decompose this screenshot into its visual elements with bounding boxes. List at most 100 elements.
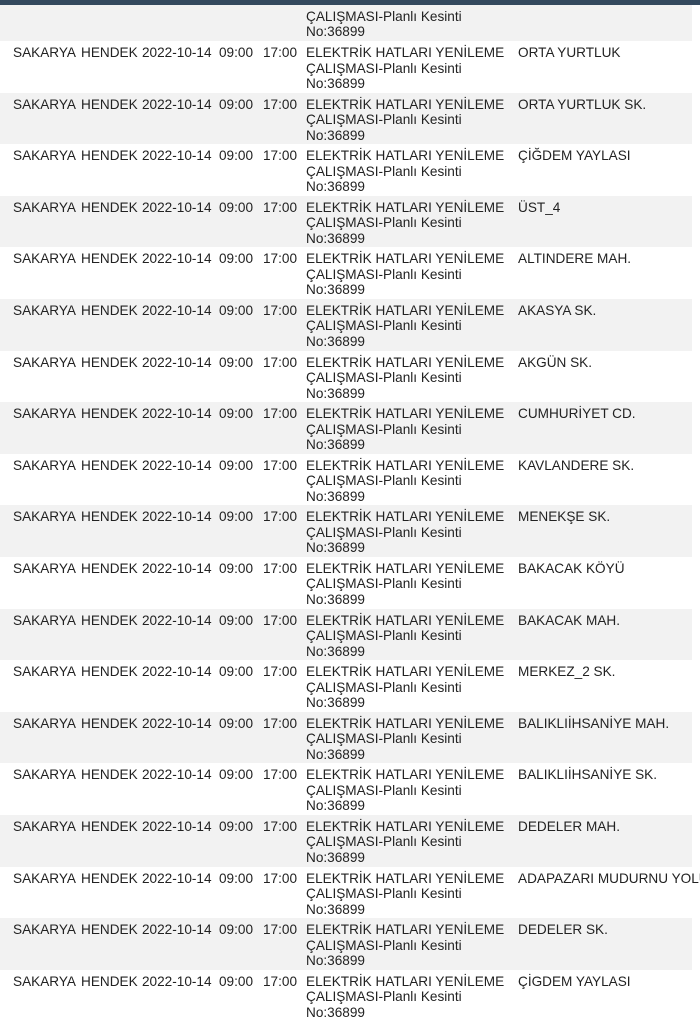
- end-time-cell: 17:00: [263, 509, 298, 525]
- start-time-cell: 09:00: [219, 973, 254, 989]
- description-line: No:36899: [306, 437, 365, 453]
- start-time-cell: 09:00: [219, 457, 254, 473]
- description-line: ÇALIŞMASI-Planlı Kesinti: [306, 834, 462, 850]
- province-cell: SAKARYA: [13, 560, 76, 576]
- end-time-cell: 17:00: [263, 45, 298, 60]
- district-cell: HENDEK: [81, 509, 138, 525]
- end-time-cell: 17:00: [263, 715, 298, 731]
- table-row: SAKARYA HENDEK 2022-10-14 09:00 17:00 ELEKTRİ…: [0, 867, 700, 919]
- description-line: No:36899: [306, 540, 365, 556]
- date-cell: 2022-10-14: [142, 818, 212, 834]
- start-time-cell: 09:00: [219, 818, 254, 834]
- table-row: SAKARYA HENDEK 2022-10-14 09:00 17:00 ELEKTRİ…: [0, 247, 692, 299]
- description-line: No:36899: [306, 901, 365, 917]
- description-line: No:36899: [306, 695, 365, 711]
- table-header-bar: [0, 0, 700, 5]
- province-cell: SAKARYA: [13, 302, 76, 318]
- province-cell: SAKARYA: [13, 354, 76, 370]
- table-row: ÇALIŞMASI-Planlı Kesinti No:36899: [0, 0, 692, 41]
- description-line: ÇALIŞMASI-Planlı Kesinti: [306, 679, 462, 695]
- description-cell: ELEKTRİK HATLARI YENİLEME ÇALIŞMASI-Planl…: [306, 45, 511, 92]
- district-cell: HENDEK: [81, 973, 138, 989]
- table-row: SAKARYA HENDEK 2022-10-14 09:00 17:00 ELEKTRİ…: [0, 918, 692, 970]
- description-line: ÇALIŞMASI-Planlı Kesinti: [306, 370, 462, 386]
- table-row: SAKARYA HENDEK 2022-10-14 09:00 17:00 ELEKTRİ…: [0, 660, 692, 712]
- description-line: No:36899: [306, 849, 365, 865]
- province-cell: SAKARYA: [13, 870, 76, 886]
- end-time-cell: 17:00: [263, 870, 298, 886]
- description-line: ELEKTRİK HATLARI YENİLEME: [306, 406, 505, 422]
- description-line: No:36899: [306, 746, 365, 762]
- description-cell: ELEKTRİK HATLARI YENİLEME ÇALIŞMASI-Planl…: [306, 303, 511, 350]
- date-cell: 2022-10-14: [142, 199, 212, 215]
- location-cell: ADAPAZARI MUDURNU YOLU: [518, 870, 700, 886]
- table-row: SAKARYA HENDEK 2022-10-14 09:00 17:00 ELEKTRİ…: [0, 402, 692, 454]
- end-time-cell: 17:00: [263, 767, 298, 783]
- start-time-cell: 09:00: [219, 199, 254, 215]
- start-time-cell: 09:00: [219, 922, 254, 938]
- start-time-cell: 09:00: [219, 406, 254, 422]
- table-row: SAKARYA HENDEK 2022-10-14 09:00 17:00 ELEKTRİ…: [0, 557, 692, 609]
- description-line: No:36899: [306, 953, 365, 969]
- date-cell: 2022-10-14: [142, 767, 212, 783]
- description-line: ÇALIŞMASI-Planlı Kesinti: [306, 628, 462, 644]
- description-line: ÇALIŞMASI-Planlı Kesinti: [306, 576, 462, 592]
- description-line: ÇALIŞMASI-Planlı Kesinti: [306, 937, 462, 953]
- location-cell: AKGÜN SK.: [518, 354, 593, 370]
- description-cell: ELEKTRİK HATLARI YENİLEME ÇALIŞMASI-Planl…: [306, 97, 511, 144]
- start-time-cell: 09:00: [219, 302, 254, 318]
- end-time-cell: 17:00: [263, 96, 298, 112]
- description-line: ÇALIŞMASI-Planlı Kesinti: [306, 8, 462, 24]
- province-cell: SAKARYA: [13, 973, 76, 989]
- end-time-cell: 17:00: [263, 612, 298, 628]
- date-cell: 2022-10-14: [142, 96, 212, 112]
- district-cell: HENDEK: [81, 148, 138, 164]
- province-cell: SAKARYA: [13, 664, 76, 680]
- description-line: No:36899: [306, 798, 365, 814]
- date-cell: 2022-10-14: [142, 45, 212, 60]
- province-cell: SAKARYA: [13, 509, 76, 525]
- description-line: No:36899: [306, 127, 365, 143]
- district-cell: HENDEK: [81, 354, 138, 370]
- location-cell: KAVLANDERE SK.: [518, 457, 635, 473]
- end-time-cell: 17:00: [263, 406, 298, 422]
- description-line: No:36899: [306, 591, 365, 607]
- description-line: ÇALIŞMASI-Planlı Kesinti: [306, 266, 462, 282]
- table-row: SAKARYA HENDEK 2022-10-14 09:00 17:00 ELEKTRİ…: [0, 195, 692, 248]
- district-cell: HENDEK: [81, 560, 138, 576]
- end-time-cell: 17:00: [263, 199, 298, 215]
- description-line: ELEKTRİK HATLARI YENİLEME: [306, 767, 505, 783]
- start-time-cell: 09:00: [219, 45, 254, 60]
- description-cell: ELEKTRİK HATLARI YENİLEME ÇALIŞMASI-Planl…: [306, 922, 511, 969]
- location-cell: DEDELER SK.: [518, 922, 608, 938]
- description-line: No:36899: [306, 24, 365, 40]
- table-row: SAKARYA HENDEK 2022-10-14 09:00 17:00 ELEKTRİ…: [0, 41, 692, 93]
- description-cell: ELEKTRİK HATLARI YENİLEME ÇALIŞMASI-Planl…: [306, 716, 511, 763]
- description-line: ELEKTRİK HATLARI YENİLEME: [306, 715, 505, 731]
- description-cell: ELEKTRİK HATLARI YENİLEME ÇALIŞMASI-Planl…: [306, 613, 511, 660]
- district-cell: HENDEK: [81, 664, 138, 680]
- table-row: SAKARYA HENDEK 2022-10-14 09:00 17:00 ELEKTRİ…: [0, 814, 692, 867]
- province-cell: SAKARYA: [13, 96, 76, 112]
- description-line: ÇALIŞMASI-Planlı Kesinti: [306, 782, 462, 798]
- district-cell: HENDEK: [81, 45, 138, 60]
- description-line: No:36899: [306, 488, 365, 504]
- date-cell: 2022-10-14: [142, 457, 212, 473]
- district-cell: HENDEK: [81, 922, 138, 938]
- description-line: No:36899: [306, 643, 365, 659]
- description-line: ÇALIŞMASI-Planlı Kesinti: [306, 112, 462, 128]
- table-row: SAKARYA HENDEK 2022-10-14 09:00 17:00 ELEKTRİ…: [0, 711, 692, 764]
- description-line: ELEKTRİK HATLARI YENİLEME: [306, 973, 505, 989]
- location-cell: ALTINDERE MAH.: [518, 251, 632, 267]
- start-time-cell: 09:00: [219, 715, 254, 731]
- description-line: ELEKTRİK HATLARI YENİLEME: [306, 199, 505, 215]
- description-line: ÇALIŞMASI-Planlı Kesinti: [306, 215, 462, 231]
- date-cell: 2022-10-14: [142, 922, 212, 938]
- description-cell: ELEKTRİK HATLARI YENİLEME ÇALIŞMASI-Planl…: [306, 148, 511, 195]
- location-cell: ÜST_4: [518, 199, 561, 215]
- location-cell: BALIKLIİHSANİYE SK.: [518, 767, 658, 783]
- province-cell: SAKARYA: [13, 251, 76, 267]
- description-cell: ELEKTRİK HATLARI YENİLEME ÇALIŞMASI-Planl…: [306, 871, 511, 918]
- table-row: SAKARYA HENDEK 2022-10-14 09:00 17:00 ELEKTRİ…: [0, 351, 692, 403]
